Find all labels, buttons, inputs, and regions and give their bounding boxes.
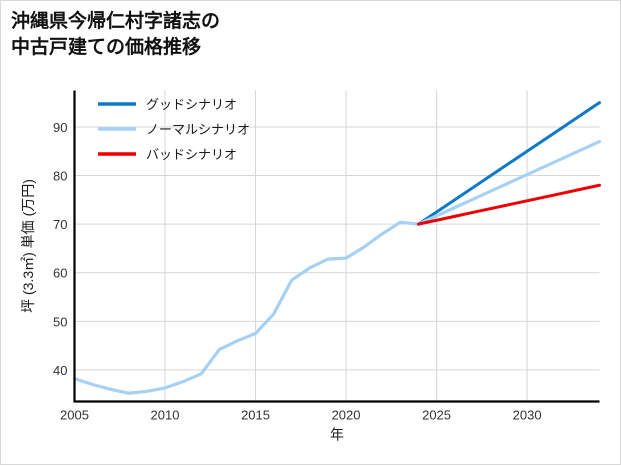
- x-tick-label: 2025: [422, 408, 451, 423]
- legend-label: ノーマルシナリオ: [146, 122, 250, 137]
- x-tick-label: 2030: [513, 408, 542, 423]
- x-tick-label: 2015: [241, 408, 270, 423]
- y-tick-label: 60: [53, 266, 67, 281]
- series-line-good: [416, 101, 601, 226]
- y-tick-label: 80: [53, 169, 67, 184]
- x-tick-label: 2005: [60, 408, 89, 423]
- axis-spines: [73, 90, 600, 403]
- y-tick-label: 70: [53, 217, 67, 232]
- legend-label: バッドシナリオ: [146, 147, 237, 162]
- legend-label: グッドシナリオ: [146, 97, 237, 112]
- y-tick-label: 40: [53, 363, 67, 378]
- x-tick-label: 2020: [332, 408, 361, 423]
- x-axis-label: 年: [330, 427, 344, 443]
- x-tick-label: 2010: [151, 408, 180, 423]
- gridlines: [74, 90, 600, 402]
- axis-tick-labels: 40 50 60 70 80 90 2005 2010 2015 2020 2025 2030: [53, 120, 542, 423]
- y-tick-label: 90: [53, 120, 67, 135]
- legend-item[interactable]: ノーマルシナリオ: [98, 122, 250, 137]
- y-axis-label: 坪 (3.3㎡) 単価 (万円): [20, 179, 36, 313]
- series-line-normal: [72, 139, 602, 395]
- chart-title: 沖縄県今帰仁村字諸志の 中古戸建ての価格推移: [11, 11, 221, 58]
- legend-item[interactable]: バッドシナリオ: [98, 147, 237, 162]
- axis-titles: 年 坪 (3.3㎡) 単価 (万円): [20, 179, 344, 442]
- series-line-bad: [416, 183, 601, 226]
- y-tick-label: 50: [53, 314, 67, 329]
- data-series-layer: [72, 101, 602, 395]
- legend-item[interactable]: グッドシナリオ: [98, 97, 237, 112]
- axis-spine-path: [73, 90, 600, 403]
